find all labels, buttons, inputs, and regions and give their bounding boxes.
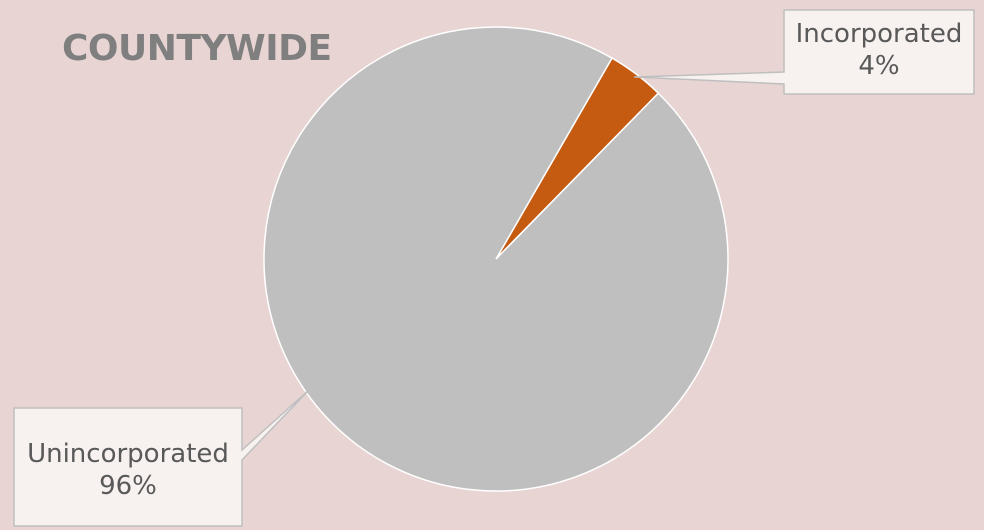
data-label-percent: 96%: [99, 471, 157, 501]
callout-box: [634, 9, 975, 95]
pie-slices: [263, 26, 729, 492]
callout-box: [13, 389, 310, 527]
data-label-percent: 4%: [858, 51, 899, 81]
data-label-category: Incorporated: [796, 19, 963, 49]
pie-slice-unincorporated: [263, 26, 729, 492]
chart-title: COUNTYWIDE: [62, 28, 332, 69]
data-label-category: Unincorporated: [27, 439, 229, 469]
